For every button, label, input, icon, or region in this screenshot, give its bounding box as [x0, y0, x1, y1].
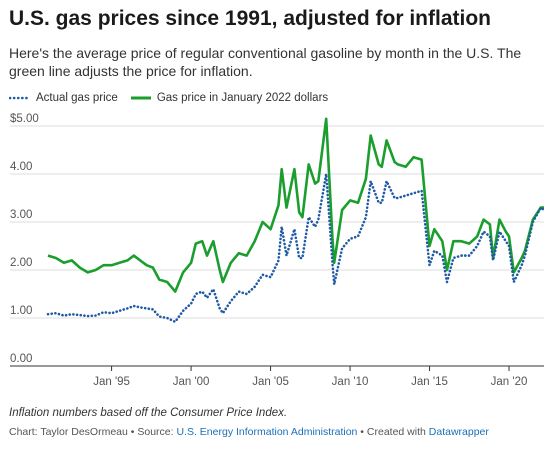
legend-label-adjusted: Gas price in January 2022 dollars — [156, 92, 329, 104]
x-axis: Jan '95 Jan '00 Jan '05 Jan '10 Jan '15 Jan '… — [93, 366, 527, 388]
x-tick-label: Jan '20 — [491, 376, 528, 388]
legend-swatch-actual — [9, 96, 31, 100]
series-line-adjusted — [47, 117, 544, 293]
chart-title: U.S. gas prices since 1991, adjusted for… — [9, 7, 491, 30]
series-lines — [46, 117, 546, 324]
chart-footer: Chart: Taylor DesOrmeau • Source: U.S. E… — [9, 426, 489, 438]
chart-subtitle: Here's the average price of regular conv… — [9, 45, 522, 79]
y-tick-label: 2.00 — [10, 257, 32, 269]
y-tick-label: 0.00 — [10, 353, 32, 365]
x-tick-label: Jan '00 — [173, 376, 210, 388]
gridlines — [10, 125, 544, 367]
legend-item-actual: Actual gas price — [9, 92, 118, 104]
chart-notes: Inflation numbers based off the Consumer… — [9, 407, 288, 419]
y-tick-label: $5.00 — [10, 113, 39, 125]
series-line-actual — [46, 172, 546, 324]
x-tick-label: Jan '15 — [411, 376, 448, 388]
footer-middle: • Created with — [357, 426, 429, 438]
legend-item-adjusted: Gas price in January 2022 dollars — [130, 92, 328, 104]
x-tick-label: Jan '10 — [332, 376, 369, 388]
y-tick-label: 3.00 — [10, 209, 32, 221]
y-tick-label: 4.00 — [10, 161, 32, 173]
legend-label-actual: Actual gas price — [36, 92, 118, 104]
footer-prefix: Chart: Taylor DesOrmeau • Source: — [9, 426, 177, 438]
y-tick-label: 1.00 — [10, 305, 32, 317]
legend: Actual gas price Gas price in January 20… — [9, 92, 340, 104]
line-chart: 0.00 1.00 2.00 3.00 4.00 $5.00 Jan '95 Jan '00… — [10, 113, 546, 388]
x-tick-label: Jan '05 — [252, 376, 289, 388]
source-link[interactable]: U.S. Energy Information Administration — [176, 426, 358, 438]
datawrapper-link[interactable]: Datawrapper — [428, 426, 489, 438]
x-tick-label: Jan '95 — [93, 376, 130, 388]
y-axis: 0.00 1.00 2.00 3.00 4.00 $5.00 — [10, 113, 39, 365]
legend-swatch-adjusted — [130, 96, 151, 100]
